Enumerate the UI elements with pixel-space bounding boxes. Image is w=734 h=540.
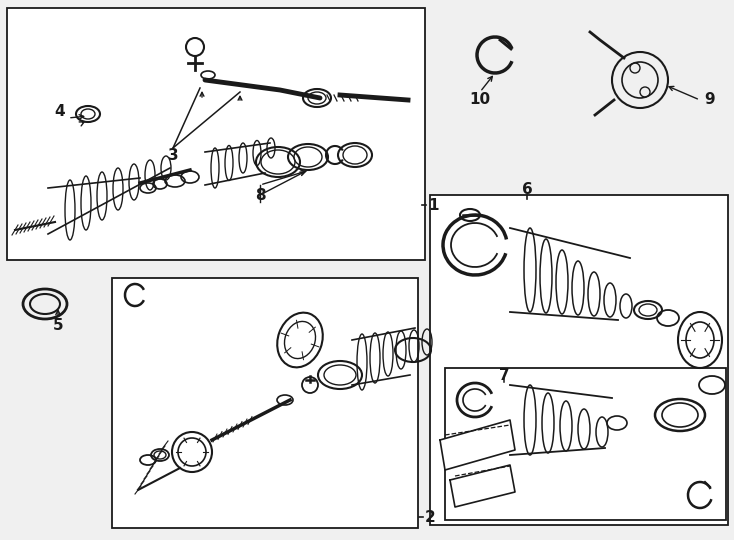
Text: 4: 4 [55,104,65,118]
Text: 8: 8 [255,188,265,204]
Polygon shape [440,420,515,470]
Bar [7,8,425,260]
Text: 1: 1 [429,198,439,213]
Text: 7: 7 [498,368,509,382]
Text: 9: 9 [705,92,716,107]
Bar [112,278,418,528]
Text: 3: 3 [167,147,178,163]
Bar [445,368,726,520]
Bar [430,195,728,525]
Text: 2: 2 [425,510,435,524]
Text: 5: 5 [53,319,63,334]
Text: 6: 6 [522,183,532,198]
Polygon shape [450,465,515,507]
Text: 10: 10 [470,92,490,107]
